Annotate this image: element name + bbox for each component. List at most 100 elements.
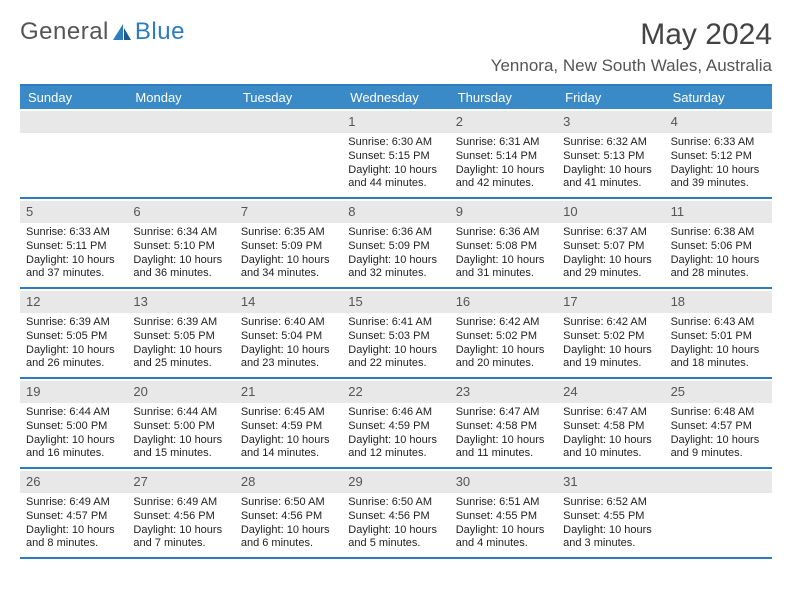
cell-body: Sunrise: 6:43 AMSunset: 5:01 PMDaylight:…: [671, 316, 766, 371]
sun-info-line: Sunset: 5:11 PM: [26, 240, 121, 254]
sun-info-line: Daylight: 10 hours: [563, 524, 658, 538]
title-block: May 2024: [640, 18, 772, 52]
sun-info-line: Sunset: 4:57 PM: [26, 510, 121, 524]
sun-info-line: Daylight: 10 hours: [26, 254, 121, 268]
sun-info-line: Daylight: 10 hours: [456, 344, 551, 358]
week-row: 1 Sunrise: 6:30 AMSunset: 5:15 PMDaylight…: [20, 109, 772, 199]
sun-info-line: and 20 minutes.: [456, 357, 551, 371]
cell-body: Sunrise: 6:33 AMSunset: 5:11 PMDaylight:…: [26, 226, 121, 281]
calendar-cell: 1 Sunrise: 6:30 AMSunset: 5:15 PMDaylight…: [342, 109, 449, 197]
sun-info-line: Sunset: 5:05 PM: [133, 330, 228, 344]
sun-info-line: Sunrise: 6:48 AM: [671, 406, 766, 420]
sun-info-line: Sunset: 5:13 PM: [563, 150, 658, 164]
sun-info-line: and 22 minutes.: [348, 357, 443, 371]
day-number: 21: [241, 384, 255, 399]
day-number-band: 1: [342, 111, 449, 133]
day-number-band: 28: [235, 471, 342, 493]
day-number-band: 29: [342, 471, 449, 493]
sun-info-line: Sunrise: 6:30 AM: [348, 136, 443, 150]
sun-info-line: Sunrise: 6:47 AM: [456, 406, 551, 420]
sun-info-line: Sunset: 4:59 PM: [348, 420, 443, 434]
sun-info-line: Daylight: 10 hours: [671, 344, 766, 358]
cell-body: Sunrise: 6:38 AMSunset: 5:06 PMDaylight:…: [671, 226, 766, 281]
day-number: 9: [456, 204, 463, 219]
day-header: Sunday: [20, 86, 127, 109]
calendar-cell: 6Sunrise: 6:34 AMSunset: 5:10 PMDaylight…: [127, 199, 234, 287]
calendar-cell: 14Sunrise: 6:40 AMSunset: 5:04 PMDayligh…: [235, 289, 342, 377]
calendar: SundayMondayTuesdayWednesdayThursdayFrid…: [20, 84, 772, 559]
sun-info-line: and 36 minutes.: [133, 267, 228, 281]
sun-info-line: Sunrise: 6:35 AM: [241, 226, 336, 240]
day-number-band: 15: [342, 291, 449, 313]
cell-body: Sunrise: 6:44 AMSunset: 5:00 PMDaylight:…: [133, 406, 228, 461]
day-number: [133, 114, 137, 129]
day-number-band: [235, 111, 342, 133]
sun-info-line: Daylight: 10 hours: [26, 344, 121, 358]
day-number: 20: [133, 384, 147, 399]
sun-info-line: Sunset: 5:02 PM: [456, 330, 551, 344]
day-number: 14: [241, 294, 255, 309]
cell-body: Sunrise: 6:51 AMSunset: 4:55 PMDaylight:…: [456, 496, 551, 551]
day-number: 31: [563, 474, 577, 489]
brand-blue-text: Blue: [135, 18, 185, 46]
sun-info-line: Sunset: 5:09 PM: [241, 240, 336, 254]
sun-info-line: Daylight: 10 hours: [26, 434, 121, 448]
sun-info-line: Daylight: 10 hours: [348, 254, 443, 268]
sun-info-line: and 37 minutes.: [26, 267, 121, 281]
sun-info-line: and 41 minutes.: [563, 177, 658, 191]
sun-info-line: Sunrise: 6:49 AM: [26, 496, 121, 510]
day-number-band: 22: [342, 381, 449, 403]
calendar-cell: 8Sunrise: 6:36 AMSunset: 5:09 PMDaylight…: [342, 199, 449, 287]
week-row: 26 Sunrise: 6:49 AMSunset: 4:57 PM Dayligh…: [20, 469, 772, 559]
cell-body: Sunrise: 6:42 AMSunset: 5:02 PMDaylight:…: [456, 316, 551, 371]
sun-info-line: Sunrise: 6:33 AM: [671, 136, 766, 150]
day-number: 13: [133, 294, 147, 309]
day-number-band: 10: [557, 201, 664, 223]
calendar-cell: 4Sunrise: 6:33 AMSunset: 5:12 PMDaylight…: [665, 109, 772, 197]
sun-info-line: Daylight: 10 hours: [563, 344, 658, 358]
sun-info-line: and 4 minutes.: [456, 537, 551, 551]
day-number: 26: [26, 474, 40, 489]
sun-info-line: and 28 minutes.: [671, 267, 766, 281]
day-number: [241, 114, 245, 129]
calendar-cell: 22Sunrise: 6:46 AMSunset: 4:59 PMDayligh…: [342, 379, 449, 467]
cell-body: Sunrise: 6:39 AMSunset: 5:05 PMDaylight:…: [26, 316, 121, 371]
sun-info-line: Daylight: 10 hours: [348, 524, 443, 538]
sun-info-line: Daylight: 10 hours: [241, 524, 336, 538]
calendar-cell: 28Sunrise: 6:50 AMSunset: 4:56 PMDayligh…: [235, 469, 342, 557]
calendar-cell: [235, 109, 342, 197]
sun-info-line: Daylight: 10 hours: [456, 254, 551, 268]
cell-body: Sunrise: 6:44 AMSunset: 5:00 PMDaylight:…: [26, 406, 121, 461]
sun-info-line: Sunrise: 6:42 AM: [456, 316, 551, 330]
calendar-cell: 13Sunrise: 6:39 AMSunset: 5:05 PMDayligh…: [127, 289, 234, 377]
sun-info-line: Daylight: 10 hours: [456, 434, 551, 448]
sun-info-line: Sunset: 5:07 PM: [563, 240, 658, 254]
sun-info-line: Daylight: 10 hours: [133, 524, 228, 538]
day-number-band: 31: [557, 471, 664, 493]
day-number: 22: [348, 384, 362, 399]
sun-info-line: and 10 minutes.: [563, 447, 658, 461]
calendar-cell: 5Sunrise: 6:33 AMSunset: 5:11 PMDaylight…: [20, 199, 127, 287]
sun-info-line: Sunrise: 6:40 AM: [241, 316, 336, 330]
calendar-cell: 16Sunrise: 6:42 AMSunset: 5:02 PMDayligh…: [450, 289, 557, 377]
sun-info-line: Sunset: 5:15 PM: [348, 150, 443, 164]
cell-body: Sunrise: 6:47 AMSunset: 4:58 PMDaylight:…: [563, 406, 658, 461]
cell-body: Sunrise: 6:42 AMSunset: 5:02 PMDaylight:…: [563, 316, 658, 371]
sun-info-line: and 42 minutes.: [456, 177, 551, 191]
day-header: Friday: [557, 86, 664, 109]
sun-info-line: and 16 minutes.: [26, 447, 121, 461]
sun-info-line: Sunset: 4:55 PM: [563, 510, 658, 524]
calendar-cell: 20 Sunrise: 6:44 AMSunset: 5:00 PMDayligh…: [127, 379, 234, 467]
day-number-band: 20: [127, 381, 234, 403]
day-number-band: 11: [665, 201, 772, 223]
page-header: General Blue May 2024: [20, 18, 772, 52]
calendar-cell: 2Sunrise: 6:31 AMSunset: 5:14 PMDaylight…: [450, 109, 557, 197]
sun-info-line: and 9 minutes.: [671, 447, 766, 461]
day-header: Saturday: [665, 86, 772, 109]
sun-info-line: Daylight: 10 hours: [456, 524, 551, 538]
cell-body: Sunrise: 6:33 AMSunset: 5:12 PMDaylight:…: [671, 136, 766, 191]
sun-info-line: Daylight: 10 hours: [348, 344, 443, 358]
sun-info-line: Daylight: 10 hours: [348, 164, 443, 178]
sun-info-line: Sunset: 5:00 PM: [133, 420, 228, 434]
calendar-cell: 3Sunrise: 6:32 AMSunset: 5:13 PMDaylight…: [557, 109, 664, 197]
